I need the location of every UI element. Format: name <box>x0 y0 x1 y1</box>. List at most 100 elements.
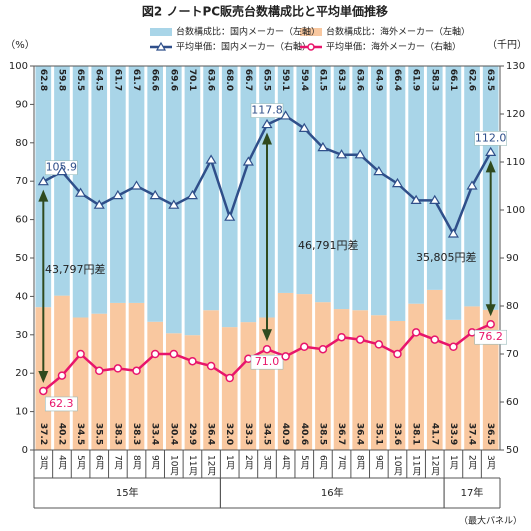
line-marker <box>486 319 495 329</box>
bar-value-label: 70.1 <box>187 69 197 91</box>
bar-segment <box>333 309 350 450</box>
x-tick-label: 8月 <box>355 455 366 471</box>
line-marker <box>168 199 180 209</box>
x-tick-label: 3月 <box>485 455 496 471</box>
bar-value-label: 29.9 <box>187 423 197 445</box>
bar-value-label: 61.9 <box>411 69 421 91</box>
arrow-head <box>38 370 49 383</box>
line-marker <box>57 371 67 380</box>
x-tick-label: 4月 <box>280 455 291 471</box>
line-marker <box>355 335 365 344</box>
line-marker <box>374 340 384 349</box>
bar-value-label: 66.1 <box>448 69 458 91</box>
x-tick-label: 2月 <box>243 455 254 471</box>
bar-value-label: 33.9 <box>448 423 458 445</box>
bar-value-label: 61.5 <box>317 69 327 91</box>
bar-segment <box>296 294 313 450</box>
line-marker <box>281 352 290 361</box>
y-tick-label: 70 <box>15 176 28 187</box>
bar-segment <box>72 317 89 450</box>
bar-segment <box>203 66 219 311</box>
bar-value-label: 38.5 <box>317 423 327 445</box>
bar-value-label: 66.6 <box>150 69 160 91</box>
line-marker <box>429 194 441 204</box>
bar-segment <box>110 302 126 450</box>
bar-value-label: 41.7 <box>429 423 439 445</box>
bar-value-label: 34.5 <box>262 423 272 445</box>
line-value-label: 62.3 <box>49 397 74 410</box>
x-tick-label: 7月 <box>112 455 123 471</box>
bar-segment <box>128 302 145 450</box>
line-marker <box>94 366 104 376</box>
x-tick-label: 6月 <box>94 455 105 471</box>
legend-label: 台数構成比：国内メーカー（左軸） <box>176 26 320 38</box>
bar-segment <box>54 66 70 296</box>
x-tick-label: 1月 <box>224 455 235 471</box>
year-label: 16年 <box>321 486 344 499</box>
bar-segment <box>352 66 369 311</box>
bar-value-label: 63.5 <box>485 69 495 91</box>
line-marker <box>393 349 402 359</box>
bar-value-label: 38.1 <box>411 423 421 445</box>
bar-segment <box>315 66 331 303</box>
legend-swatch <box>150 28 172 36</box>
arrow-head <box>262 132 272 145</box>
bar-segment <box>184 335 201 450</box>
bar-segment <box>91 66 108 314</box>
line-marker <box>447 228 459 238</box>
bar-value-label: 68.0 <box>224 69 234 91</box>
bar-segment <box>315 302 331 450</box>
line-value-label: 112.0 <box>475 131 507 144</box>
bar-value-label: 32.0 <box>224 423 234 445</box>
x-tick-label: 5月 <box>299 455 310 471</box>
arrow-head <box>485 160 496 173</box>
bar-segment <box>352 310 369 450</box>
bar-segment <box>110 66 126 303</box>
bar-value-label: 38.3 <box>112 423 122 445</box>
y2-tick-label: 100 <box>506 205 525 216</box>
legend-label: 平均単価：海外メーカー（右軸） <box>326 41 461 53</box>
bar-value-label: 66.7 <box>243 69 253 91</box>
line-marker <box>149 189 161 200</box>
arrow-head <box>485 304 496 317</box>
line-marker <box>206 361 216 371</box>
bar-value-label: 36.7 <box>336 423 346 445</box>
line-marker <box>318 344 328 354</box>
x-tick-label: 3月 <box>38 455 49 471</box>
x-tick-label: 8月 <box>131 455 142 471</box>
bar-value-label: 63.6 <box>355 69 365 91</box>
y2-tick-label: 60 <box>506 397 519 408</box>
x-tick-label: 5月 <box>75 455 86 471</box>
line-marker <box>485 146 497 156</box>
y-tick-label: 80 <box>15 138 28 149</box>
bar-segment <box>221 66 238 328</box>
x-tick-label: 4月 <box>56 455 67 471</box>
bar-segment <box>240 322 257 450</box>
bar-segment <box>408 303 424 450</box>
bar-value-label: 37.4 <box>467 423 477 445</box>
x-tick-label: 10月 <box>392 455 403 476</box>
y-tick-label: 40 <box>15 291 28 302</box>
y-tick-label: 60 <box>15 215 28 226</box>
source: （最大パネル） <box>459 515 522 527</box>
year-label: 17年 <box>461 486 484 499</box>
line-marker <box>298 122 310 132</box>
line-marker <box>205 154 217 164</box>
bar-value-label: 62.8 <box>38 69 48 91</box>
legend-label: 台数構成比：海外メーカー（左軸） <box>326 26 470 38</box>
bar-segment <box>426 289 443 450</box>
bar-value-label: 61.7 <box>131 69 141 91</box>
line-marker <box>93 199 105 209</box>
x-tick-label: 12月 <box>429 455 440 476</box>
bar-segment <box>277 292 294 450</box>
line-marker <box>317 141 329 152</box>
x-tick-label: 11月 <box>411 455 422 476</box>
y-tick-label: 20 <box>15 368 28 379</box>
line-marker <box>130 180 143 190</box>
line-marker <box>262 344 272 354</box>
bar-segment <box>389 66 406 321</box>
bar-value-label: 35.1 <box>373 423 383 445</box>
line-marker <box>76 349 85 359</box>
line-marker <box>391 177 404 188</box>
bar-segment <box>221 327 238 450</box>
